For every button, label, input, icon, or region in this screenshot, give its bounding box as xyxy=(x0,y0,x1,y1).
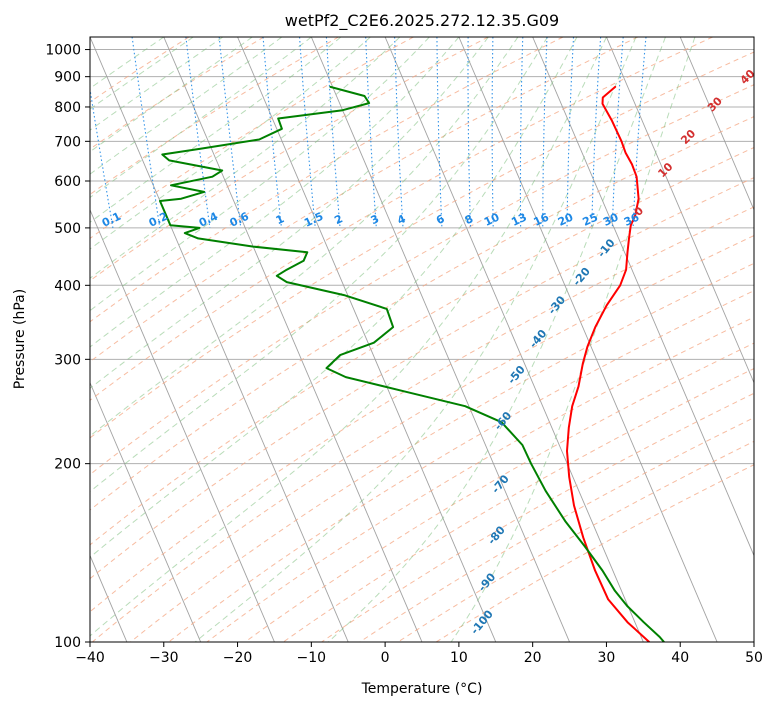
chart-title: wetPf2_C2E6.2025.272.12.35.G09 xyxy=(285,11,559,31)
dry-adiabat-line xyxy=(397,440,754,642)
isotherm-line xyxy=(532,37,754,557)
mixing-ratio-label: 30 xyxy=(601,210,621,228)
moist-adiabat-line xyxy=(90,37,312,199)
moist-adiabat-line xyxy=(194,37,637,642)
isotherm-line xyxy=(679,37,754,212)
moist-adiabat-line xyxy=(90,37,224,131)
x-tick-label: 20 xyxy=(524,650,542,666)
dry-adiabat-line xyxy=(90,51,754,439)
mixing-ratio-label: 13 xyxy=(509,211,528,229)
y-tick-label: 600 xyxy=(54,174,81,190)
moist-adiabat-line xyxy=(90,37,519,437)
moist-adiabat-line xyxy=(90,37,460,348)
y-tick-label: 500 xyxy=(54,221,81,237)
mixing-ratio-line xyxy=(218,37,242,228)
x-tick-label: 50 xyxy=(745,650,763,666)
isotherm-line xyxy=(90,37,349,642)
moist-adiabat-line xyxy=(90,37,165,90)
mixing-ratio-label: 16 xyxy=(532,210,552,228)
x-tick-label: −40 xyxy=(75,650,105,666)
moist-adiabat-line xyxy=(90,37,253,153)
y-tick-label: 800 xyxy=(54,100,81,116)
x-tick-label: −20 xyxy=(223,650,253,666)
isotherm-line xyxy=(384,37,644,642)
moist-adiabat-line xyxy=(90,37,371,250)
temperature-profile-line xyxy=(566,85,651,642)
y-axis: 1000 900 800 700 600 500 400 300 200 100 xyxy=(45,43,90,651)
moist-adiabat-line xyxy=(90,37,489,389)
moist-adiabat-line xyxy=(90,37,401,279)
y-tick-label: 1000 xyxy=(45,43,81,59)
plot-frame xyxy=(89,36,755,643)
dry-adiabat-line xyxy=(90,206,754,613)
moist-adiabat-line xyxy=(90,37,607,637)
moist-adiabat-line xyxy=(90,37,283,175)
x-axis-title: Temperature (°C) xyxy=(361,681,483,697)
dry-adiabat-line xyxy=(90,146,754,546)
plot-grid xyxy=(90,37,754,642)
mixing-ratio-line xyxy=(632,37,647,228)
isotherm-line xyxy=(458,37,718,642)
isotherm-line xyxy=(90,208,275,642)
plot-series xyxy=(159,85,665,642)
mixing-ratio-line xyxy=(185,37,211,228)
x-tick-label: 40 xyxy=(671,650,689,666)
x-tick-label: 0 xyxy=(381,650,390,666)
dry-adiabat-line xyxy=(168,290,754,642)
y-tick-label: 400 xyxy=(54,278,81,294)
y-tick-label: 200 xyxy=(54,457,81,473)
x-tick-label: −30 xyxy=(149,650,179,666)
x-tick-label: 30 xyxy=(598,650,616,666)
mixing-ratio-label: 36 xyxy=(622,210,642,228)
moist-adiabat-line xyxy=(90,37,342,223)
dry-adiabat-line xyxy=(206,316,754,642)
mixing-ratio-line xyxy=(299,37,316,228)
moist-adiabat-line xyxy=(90,37,578,558)
mixing-ratio-label: 10 xyxy=(482,210,502,228)
dry-adiabat-line xyxy=(90,37,414,239)
isotherm-line xyxy=(606,37,754,384)
moist-adiabat-line xyxy=(90,37,194,110)
dry-adiabat-line xyxy=(91,235,754,642)
isotherm-line xyxy=(90,381,202,642)
x-tick-label: 10 xyxy=(450,650,468,666)
x-tick-label: −10 xyxy=(297,650,327,666)
isotherm-line xyxy=(237,37,497,642)
mixing-ratio-label: 25 xyxy=(581,211,600,229)
mixing-ratio-line xyxy=(262,37,283,228)
mixing-ratio-line xyxy=(131,37,161,228)
isotherm-line xyxy=(163,37,423,642)
y-tick-label: 900 xyxy=(54,70,81,86)
dewpoint-profile-line xyxy=(159,85,665,642)
dry-adiabat-line xyxy=(90,37,713,401)
dry-adiabat-line xyxy=(130,262,754,642)
moist-adiabat-line xyxy=(450,37,696,642)
dry-adiabat-line xyxy=(90,116,754,511)
y-tick-label: 100 xyxy=(54,635,81,651)
moist-adiabat-line xyxy=(327,37,666,642)
x-axis: −40 −30 −20 −10 0 10 20 30 40 50 xyxy=(75,642,763,666)
dry-adiabat-line xyxy=(435,464,754,642)
y-axis-title: Pressure (hPa) xyxy=(12,289,28,389)
y-tick-label: 300 xyxy=(54,352,81,368)
mixing-ratio-label: 20 xyxy=(556,210,576,228)
dry-adiabat-line xyxy=(90,177,754,580)
dry-adiabat-line xyxy=(244,342,754,642)
y-tick-label: 700 xyxy=(54,134,81,150)
dry-adiabat-line xyxy=(283,367,754,642)
